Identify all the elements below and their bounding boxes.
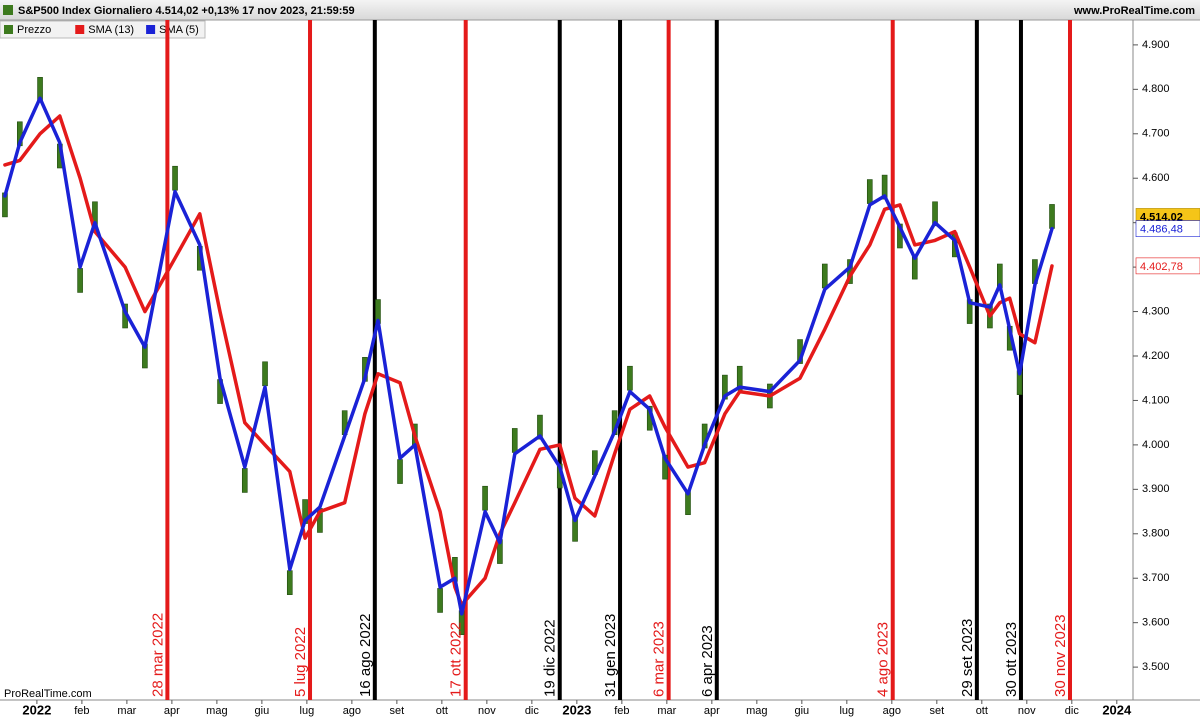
legend-swatch	[75, 25, 85, 34]
price-bar	[1049, 204, 1055, 229]
legend-label: Prezzo	[17, 24, 51, 36]
x-tick-label: apr	[164, 705, 180, 717]
x-tick-label: mar	[117, 705, 136, 717]
y-tick-label: 3.700	[1142, 572, 1170, 584]
event-label: 30 ott 2023	[1003, 622, 1020, 697]
x-tick-label: mag	[746, 705, 767, 717]
last-value-box	[1135, 220, 1200, 237]
y-tick-label: 4.700	[1142, 128, 1170, 140]
x-tick-label: set	[390, 705, 405, 717]
price-bar	[286, 570, 293, 595]
event-label: 4 ago 2023	[875, 622, 892, 697]
x-tick-label: nov	[478, 705, 496, 717]
event-label: 30 nov 2023	[1052, 614, 1069, 697]
event-label: 31 gen 2023	[602, 614, 619, 697]
y-tick-label: 4.300	[1142, 305, 1170, 317]
x-tick-label: 2023	[562, 702, 591, 717]
x-tick-label: ago	[883, 705, 901, 717]
y-tick-label: 4.000	[1142, 439, 1170, 451]
x-tick-label: mag	[206, 705, 227, 717]
y-tick-label: 3.900	[1142, 483, 1170, 495]
legend: Prezzo SMA (13) SMA (5)	[0, 20, 206, 39]
price-bar	[241, 468, 248, 493]
event-label: 16 ago 2022	[357, 614, 374, 697]
y-tick-label: 4.800	[1142, 83, 1170, 95]
last-value-label: 4.514,02	[1140, 211, 1183, 223]
x-tick-label: feb	[74, 705, 89, 717]
last-value-label: 4.402,78	[1140, 261, 1183, 273]
sma-line	[3, 114, 1054, 607]
x-tick-label: dic	[525, 705, 540, 717]
x-tick-label: feb	[614, 705, 629, 717]
x-tick-label: mar	[657, 705, 676, 717]
price-bar	[511, 428, 518, 453]
y-tick-label: 4.100	[1142, 394, 1170, 406]
event-label: 5 lug 2022	[292, 627, 309, 697]
x-tick-label: apr	[704, 705, 720, 717]
y-tick-label: 4.900	[1142, 39, 1170, 51]
y-tick-label: 4.600	[1142, 172, 1170, 184]
app-icon	[3, 5, 13, 15]
price-bar	[437, 588, 443, 613]
header-site: www.ProRealTime.com	[1073, 5, 1195, 17]
x-tick-label: 2022	[22, 702, 51, 717]
last-value-box	[1135, 257, 1200, 275]
legend-swatch	[4, 25, 13, 34]
x-tick-label: lug	[300, 705, 315, 717]
event-label: 6 mar 2023	[651, 621, 668, 697]
y-tick-label: 3.800	[1142, 528, 1170, 540]
event-label: 29 set 2023	[959, 619, 976, 697]
header-title: S&P500 Index Giornaliero 4.514,02 +0,13%…	[18, 5, 355, 17]
price-bar	[821, 263, 828, 289]
sma-line	[3, 96, 1054, 616]
y-tick-label: 3.600	[1142, 617, 1170, 629]
event-label: 17 ott 2022	[448, 622, 465, 697]
legend-swatch	[146, 25, 156, 34]
event-label: 19 dic 2022	[542, 619, 559, 697]
price-bar	[77, 268, 83, 293]
x-tick-label: ott	[436, 705, 448, 717]
last-value-label: 4.486,48	[1140, 224, 1183, 236]
price-bar	[172, 165, 178, 191]
price-bar	[627, 365, 633, 391]
x-tick-label: dic	[1065, 705, 1080, 717]
x-tick-label: ago	[343, 705, 361, 717]
x-tick-label: giu	[794, 705, 809, 717]
event-label: 6 apr 2023	[699, 625, 716, 697]
x-tick-label: 2024	[1102, 702, 1132, 717]
x-tick-label: lug	[839, 705, 854, 717]
event-label: 28 mar 2022	[149, 613, 166, 697]
x-tick-label: giu	[255, 705, 270, 717]
price-bar	[866, 179, 873, 204]
price-bar	[262, 361, 268, 387]
x-tick-label: ott	[976, 705, 988, 717]
price-bar	[397, 459, 403, 484]
header-bar	[0, 0, 1200, 20]
price-bar	[482, 485, 488, 511]
x-tick-label: nov	[1018, 705, 1036, 717]
y-tick-label: 4.200	[1142, 350, 1170, 362]
legend-label: SMA (5)	[159, 24, 199, 36]
y-tick-label: 3.500	[1142, 661, 1170, 673]
footer-brand: ProRealTime.com	[4, 688, 92, 700]
legend-label: SMA (13)	[88, 24, 134, 36]
x-tick-label: set	[929, 705, 944, 717]
